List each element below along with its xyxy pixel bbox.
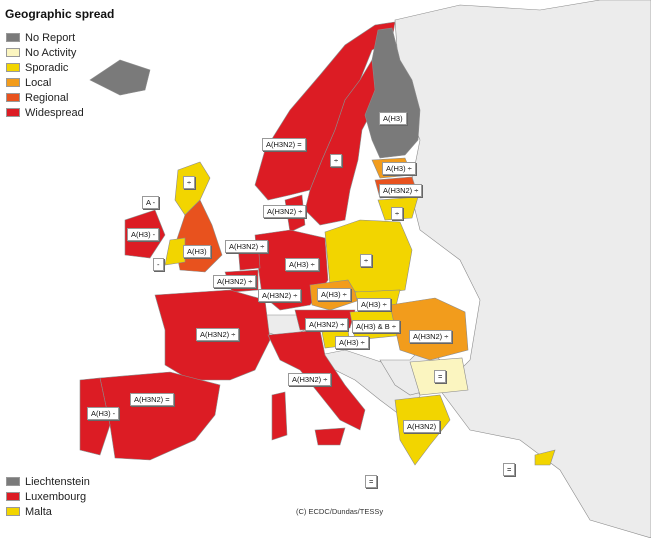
region-wales[interactable] <box>164 237 186 266</box>
label-denmark[interactable]: A(H3N2) ÷ <box>263 205 307 218</box>
label-luxembourg[interactable]: A(H3N2) ÷ <box>258 289 302 302</box>
label-finland[interactable]: A(H3) <box>379 112 407 125</box>
legend-item-widespread: Widespread <box>6 105 84 120</box>
legend-swatch <box>6 63 20 72</box>
region-sardinia[interactable] <box>271 391 288 441</box>
legend-label: Sporadic <box>25 61 69 74</box>
legend-item-no-report: No Report <box>6 30 84 45</box>
label-england[interactable]: A(H3) <box>183 245 211 258</box>
label-ireland[interactable]: A(H3) - <box>127 228 160 241</box>
label-lithuania[interactable]: ÷ <box>391 207 404 220</box>
small-country-malta: Malta <box>6 504 90 519</box>
region-sicily[interactable] <box>314 427 346 446</box>
label-germany[interactable]: A(H3) ÷ <box>285 258 319 271</box>
legend-item-no-activity: No Activity <box>6 45 84 60</box>
legend: No Report No Activity Sporadic Local Reg… <box>6 30 84 120</box>
legend-swatch <box>6 78 20 87</box>
legend-swatch <box>6 48 20 57</box>
label-greece[interactable]: A(H3N2) <box>403 420 441 433</box>
legend-item-regional: Regional <box>6 90 84 105</box>
label-netherlands[interactable]: A(H3N2) ÷ <box>225 240 269 253</box>
label-latvia[interactable]: A(H3N2) ÷ <box>379 184 423 197</box>
label-belgium[interactable]: A(H3N2) ÷ <box>213 275 257 288</box>
label-romania[interactable]: A(H3N2) ÷ <box>409 330 453 343</box>
legend-item-local: Local <box>6 75 84 90</box>
label-scotland[interactable]: ÷ <box>183 176 196 189</box>
label-wales[interactable]: - <box>153 258 164 271</box>
legend-label: Local <box>25 76 52 89</box>
label-sweden[interactable]: ÷ <box>330 154 343 167</box>
label-estonia[interactable]: A(H3) ÷ <box>382 162 416 175</box>
legend-label: Malta <box>25 505 52 518</box>
legend-label: No Report <box>25 31 76 44</box>
legend-label: Liechtenstein <box>25 475 90 488</box>
label-hungary[interactable]: A(H3) & B ÷ <box>352 320 400 333</box>
legend-label: No Activity <box>25 46 77 59</box>
small-country-luxembourg: Luxembourg <box>6 489 90 504</box>
label-malta[interactable]: = <box>365 475 378 488</box>
region-finland[interactable] <box>364 27 421 159</box>
legend-item-sporadic: Sporadic <box>6 60 84 75</box>
label-n-ireland[interactable]: A - <box>142 196 160 209</box>
label-spain[interactable]: A(H3N2) = <box>130 393 174 406</box>
legend-swatch <box>6 477 20 486</box>
legend-label: Luxembourg <box>25 490 87 503</box>
label-slovenia[interactable]: A(H3) ÷ <box>335 336 369 349</box>
small-countries-legend: Liechtenstein Luxembourg Malta <box>6 474 90 519</box>
legend-swatch <box>6 492 20 501</box>
map-title: Geographic spread <box>5 7 115 21</box>
label-italy[interactable]: A(H3N2) ÷ <box>288 373 332 386</box>
label-bulgaria[interactable]: = <box>434 370 447 383</box>
label-czech[interactable]: A(H3) ÷ <box>317 288 351 301</box>
legend-swatch <box>6 507 20 516</box>
map-credit: (C) ECDC/Dundas/TESSy <box>296 507 384 516</box>
label-cyprus[interactable]: = <box>503 463 516 476</box>
region-cyprus[interactable] <box>534 449 556 466</box>
label-austria[interactable]: A(H3N2) ÷ <box>305 318 349 331</box>
label-norway[interactable]: A(H3N2) = <box>262 138 306 151</box>
legend-label: Widespread <box>25 106 84 119</box>
region-romania[interactable] <box>389 297 469 361</box>
label-france[interactable]: A(H3N2) ÷ <box>196 328 240 341</box>
legend-swatch <box>6 33 20 42</box>
label-slovakia[interactable]: A(H3) ÷ <box>357 298 391 311</box>
legend-label: Regional <box>25 91 69 104</box>
label-poland[interactable]: ÷ <box>360 254 373 267</box>
legend-swatch <box>6 108 20 117</box>
legend-swatch <box>6 93 20 102</box>
label-portugal[interactable]: A(H3) - <box>87 407 120 420</box>
small-country-liechtenstein: Liechtenstein <box>6 474 90 489</box>
region-norway[interactable] <box>254 21 396 201</box>
